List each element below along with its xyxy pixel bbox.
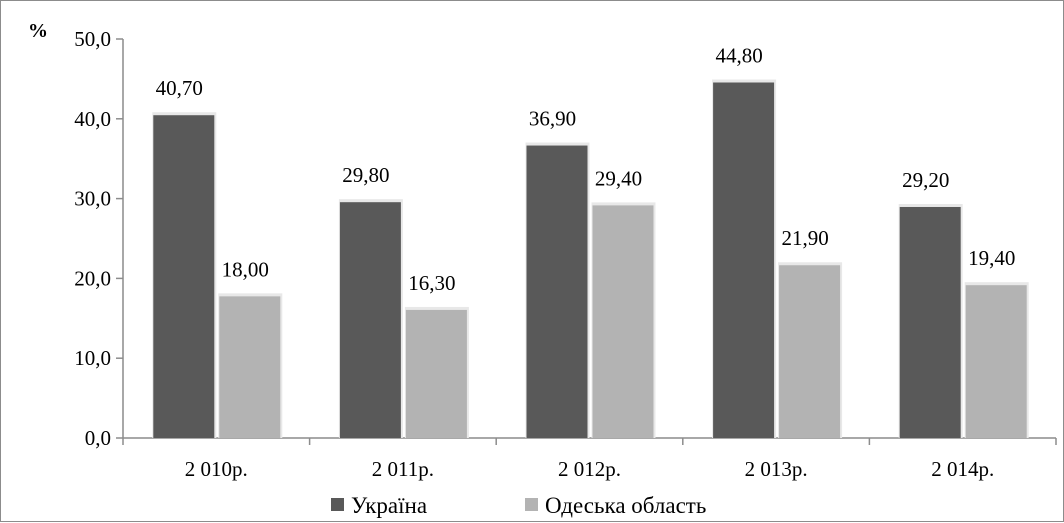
x-tick-label: 2 011р. — [372, 457, 434, 481]
legend: Україна Одеська область — [331, 493, 706, 518]
x-tick-label: 2 010р. — [185, 457, 248, 481]
bar-ukraine — [713, 82, 775, 438]
data-label: 44,80 — [715, 43, 762, 67]
bar-odesa-region — [592, 205, 654, 438]
legend-label-ukraine: Україна — [351, 493, 427, 518]
legend-swatch-odesa-region — [525, 498, 538, 511]
bar-ukraine — [899, 206, 961, 438]
y-axis-label: % — [28, 20, 48, 42]
legend-swatch-ukraine — [331, 498, 344, 511]
data-label: 19,40 — [968, 246, 1015, 270]
y-tick-label: 10,0 — [74, 346, 111, 370]
y-tick-label: 0,0 — [85, 426, 111, 450]
data-label: 36,90 — [529, 107, 576, 131]
y-tick-label: 40,0 — [74, 107, 111, 131]
data-label: 21,90 — [781, 226, 828, 250]
bar-ukraine — [339, 202, 401, 438]
data-label: 29,80 — [342, 163, 389, 187]
y-tick-label: 50,0 — [74, 27, 111, 51]
bar-odesa-region — [219, 296, 281, 438]
legend-label-odesa-region: Одеська область — [545, 493, 706, 518]
data-label: 40,70 — [156, 76, 203, 100]
bar-odesa-region — [405, 309, 467, 438]
bars — [152, 79, 1029, 439]
bar-odesa-region — [779, 265, 841, 438]
x-tick-label: 2 012р. — [558, 457, 621, 481]
bar-odesa-region — [965, 285, 1027, 438]
axes: 0,0 10,0 20,0 30,0 40,0 50,0 2 010р. 2 011р. 2 0… — [74, 27, 1057, 481]
x-tick-label: 2 014р. — [931, 457, 994, 481]
data-label: 16,30 — [408, 271, 455, 295]
data-label: 29,40 — [595, 166, 642, 190]
x-tick-label: 2 013р. — [745, 457, 808, 481]
bar-ukraine — [526, 145, 588, 438]
y-tick-label: 20,0 — [74, 266, 111, 290]
data-labels: 40,70 29,80 36,90 44,80 29,20 18,00 16,30 29,40… — [156, 43, 1016, 294]
y-tick-label: 30,0 — [74, 187, 111, 211]
bar-ukraine — [153, 115, 215, 439]
data-label: 18,00 — [222, 257, 269, 281]
data-label: 29,20 — [902, 168, 949, 192]
